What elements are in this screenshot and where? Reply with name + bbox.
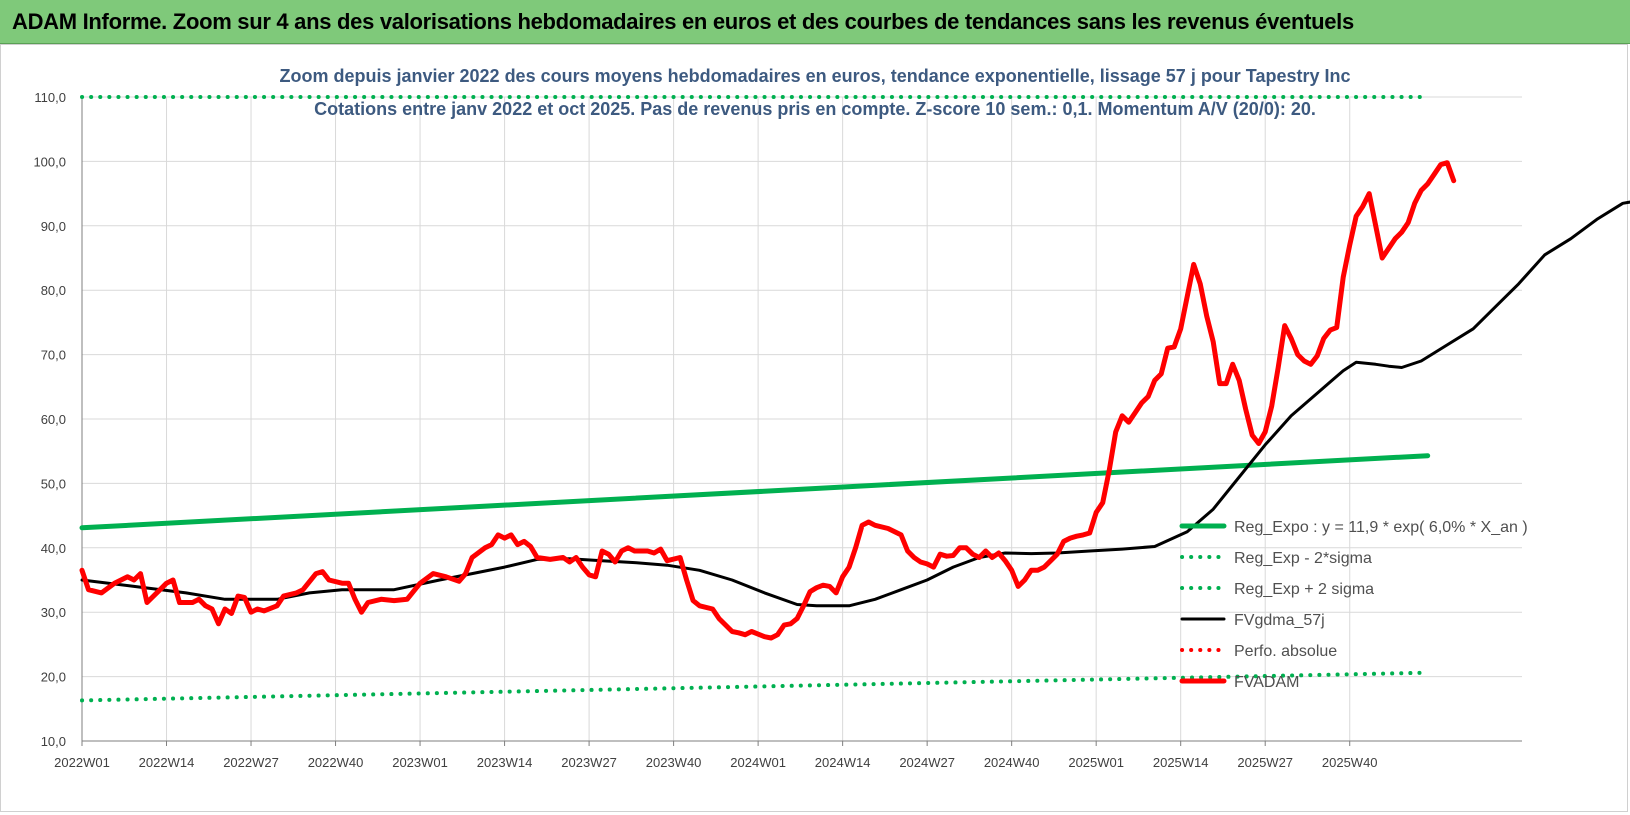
x-tick-label: 2025W01 <box>1068 755 1124 770</box>
chart-title: Zoom depuis janvier 2022 des cours moyen… <box>279 66 1351 86</box>
y-tick-label: 20,0 <box>41 670 66 685</box>
legend-label: Reg_Expo : y = 11,9 * exp( 6,0% * X_an ) <box>1234 519 1528 536</box>
legend-label: Reg_Exp - 2*sigma <box>1234 550 1372 567</box>
y-tick-label: 110,0 <box>34 90 66 105</box>
x-tick-label: 2025W14 <box>1153 755 1209 770</box>
y-tick-label: 30,0 <box>41 605 66 620</box>
y-tick-label: 80,0 <box>41 283 66 298</box>
x-tick-label: 2023W14 <box>477 755 533 770</box>
x-tick-label: 2025W27 <box>1237 755 1293 770</box>
x-tick-label: 2024W01 <box>730 755 786 770</box>
x-tick-label: 2024W14 <box>815 755 871 770</box>
y-tick-label: 50,0 <box>41 476 66 491</box>
x-tick-label: 2024W40 <box>984 755 1040 770</box>
y-tick-label: 100,0 <box>33 154 66 169</box>
x-tick-label: 2023W01 <box>392 755 448 770</box>
y-tick-label: 90,0 <box>41 219 66 234</box>
y-tick-label: 70,0 <box>41 348 66 363</box>
chart-area <box>0 44 1628 812</box>
x-tick-label: 2024W27 <box>899 755 955 770</box>
y-tick-label: 10,0 <box>41 734 66 749</box>
chart-subtitle: Cotations entre janv 2022 et oct 2025. P… <box>314 99 1316 119</box>
x-tick-label: 2022W40 <box>308 755 364 770</box>
x-tick-label: 2022W14 <box>139 755 195 770</box>
x-tick-label: 2023W40 <box>646 755 702 770</box>
x-tick-label: 2025W40 <box>1322 755 1378 770</box>
report-title: ADAM Informe. Zoom sur 4 ans des valoris… <box>12 8 1354 34</box>
report-banner: ADAM Informe. Zoom sur 4 ans des valoris… <box>0 0 1630 44</box>
legend-label: Perfo. absolue <box>1234 643 1337 660</box>
legend-label: FVADAM <box>1234 674 1299 691</box>
x-tick-label: 2022W27 <box>223 755 279 770</box>
y-tick-label: 40,0 <box>41 541 66 556</box>
legend-label: Reg_Exp + 2 sigma <box>1234 581 1374 598</box>
series-line-reg-exp-2-sigma <box>80 670 1430 703</box>
y-tick-label: 60,0 <box>41 412 66 427</box>
legend-label: FVgdma_57j <box>1234 612 1325 629</box>
x-tick-label: 2022W01 <box>54 755 110 770</box>
x-tick-label: 2023W27 <box>561 755 617 770</box>
series-line-fvadam <box>79 160 1457 641</box>
series-line-reg-expo-y-11-9-exp-6-0-x-an <box>79 453 1431 531</box>
